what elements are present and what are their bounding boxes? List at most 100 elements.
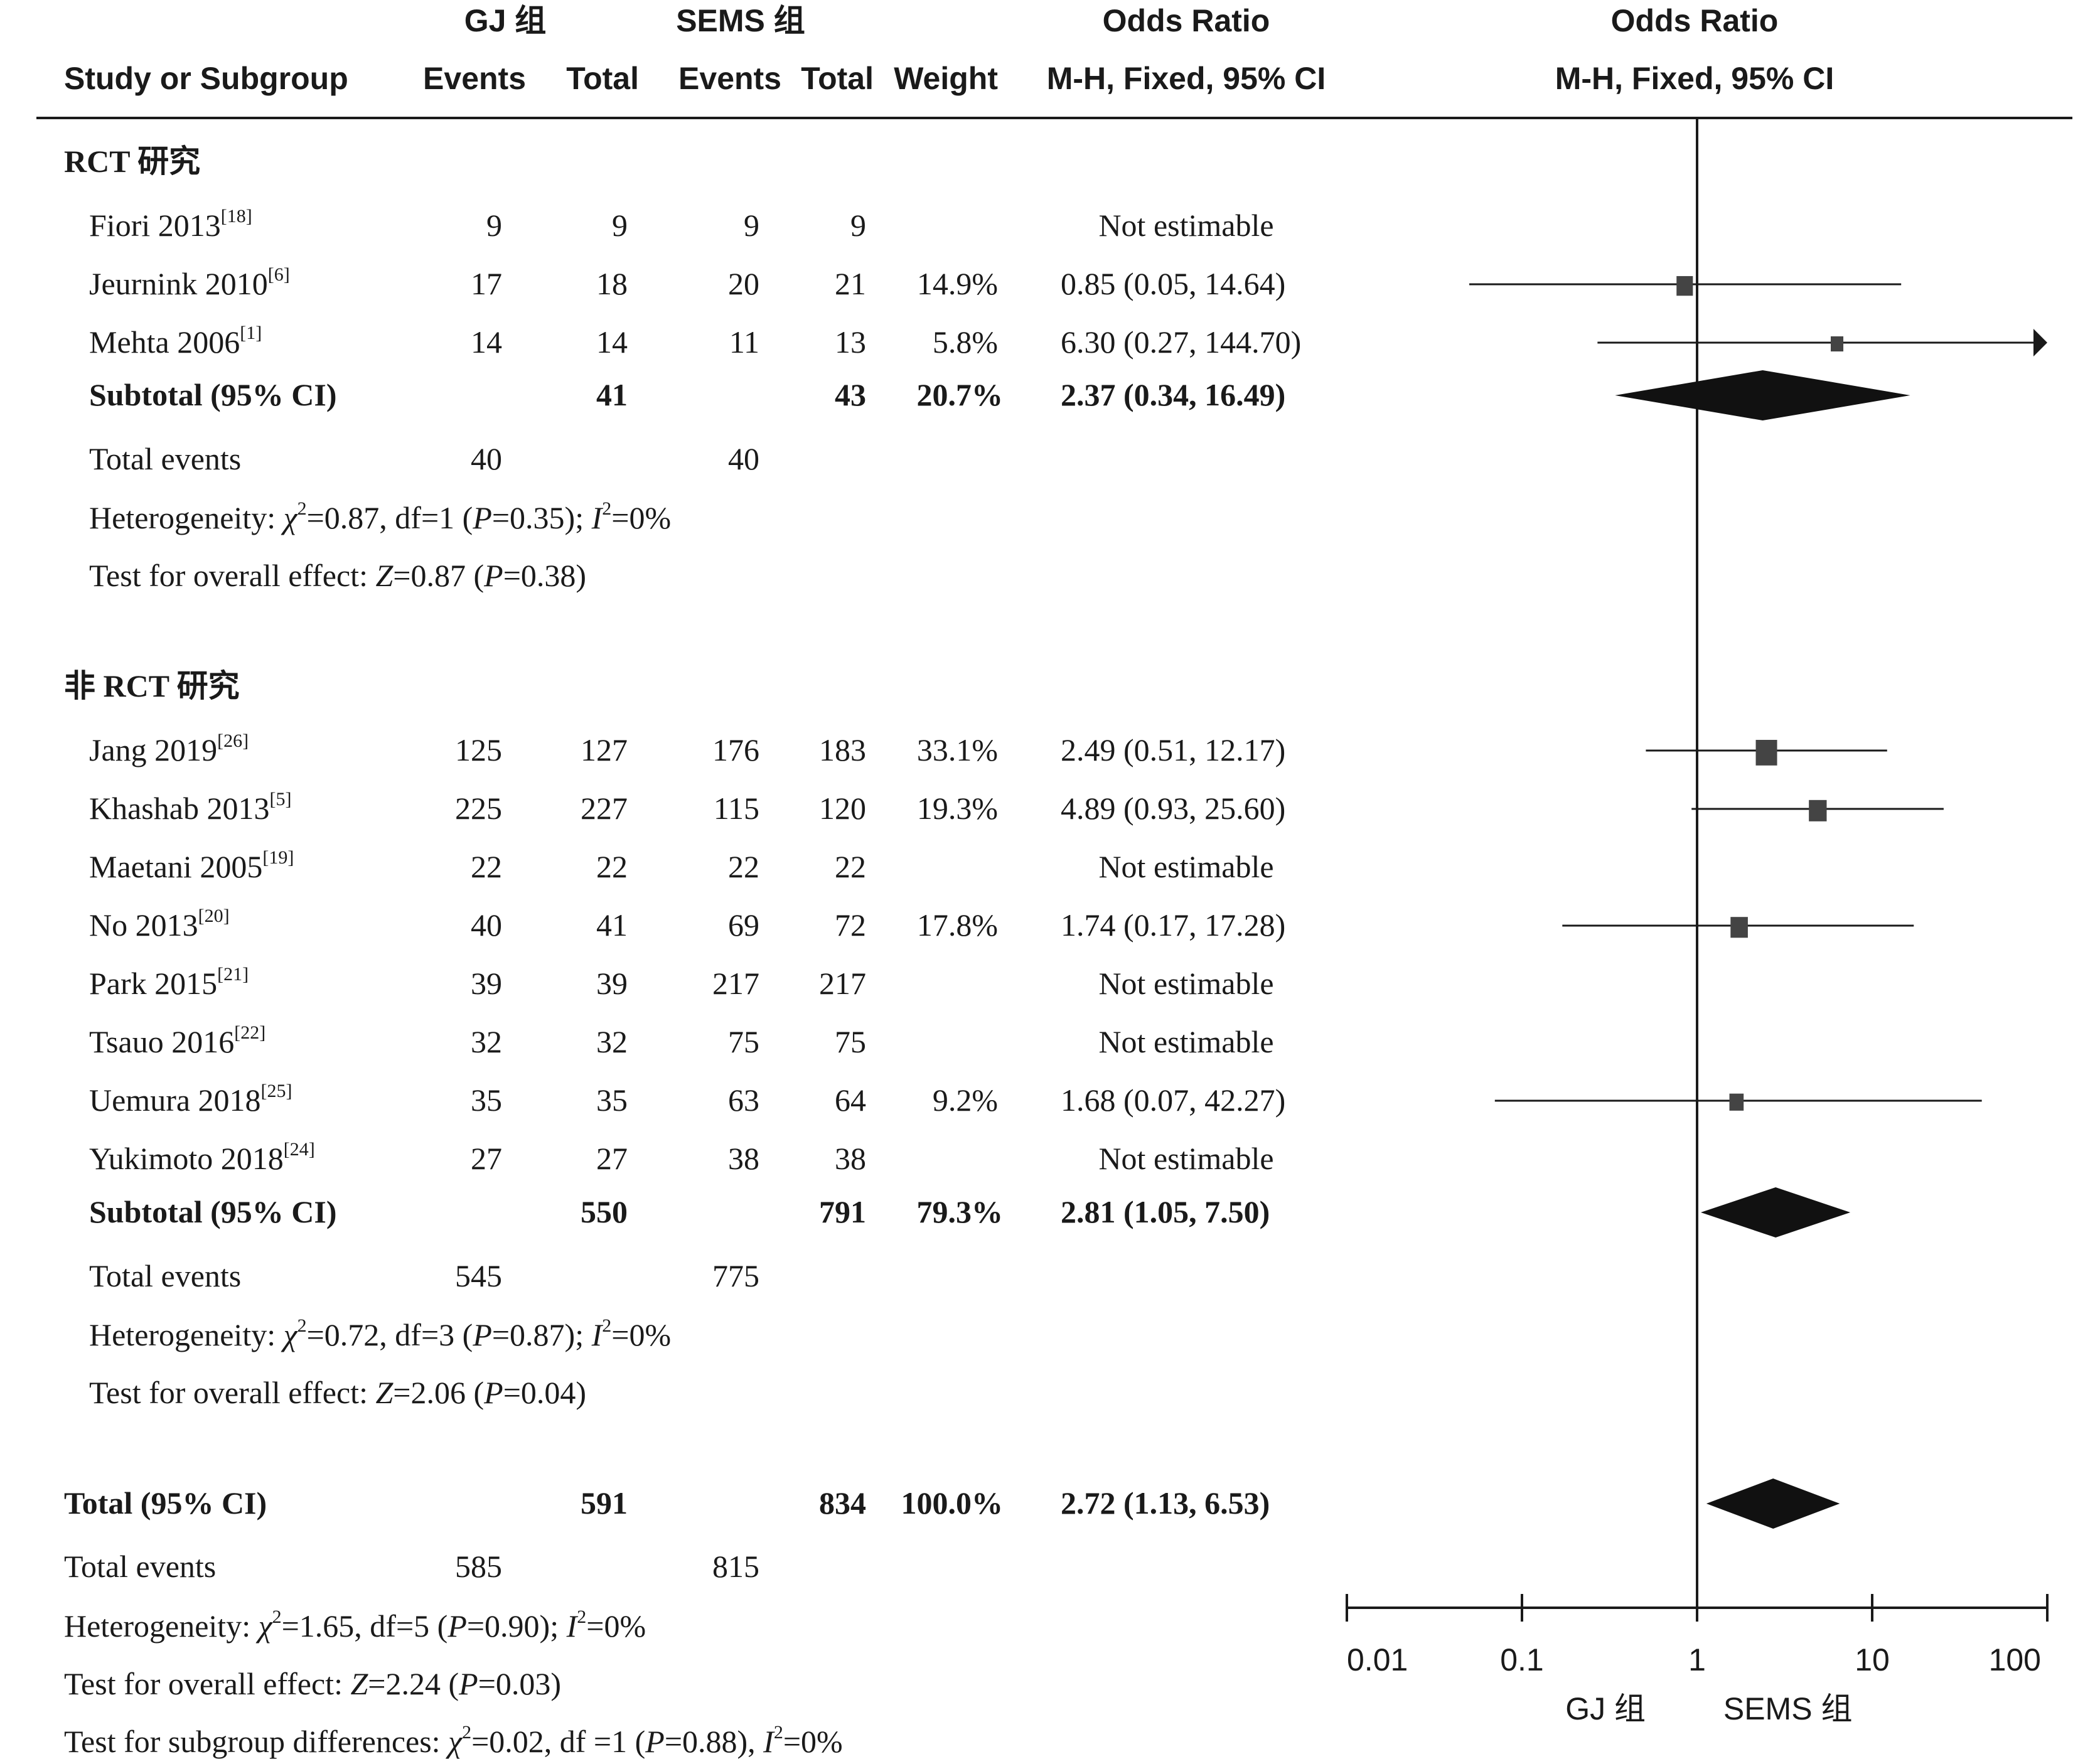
study-column-header: Study or Subgroup bbox=[64, 61, 348, 96]
total2-cell: 72 bbox=[835, 907, 866, 943]
events1-cell: 40 bbox=[471, 441, 502, 476]
events1-header: Events bbox=[423, 61, 526, 96]
weight-cell: 19.3% bbox=[916, 791, 998, 826]
events1-cell: 545 bbox=[455, 1258, 502, 1293]
study-name: Jeurnink 2010 bbox=[89, 266, 268, 301]
x-tick-label: 10 bbox=[1855, 1642, 1890, 1677]
weight-cell: 9.2% bbox=[932, 1083, 998, 1118]
events2-cell: 63 bbox=[728, 1083, 759, 1118]
total1-cell: 18 bbox=[596, 266, 628, 301]
study-ref: [20] bbox=[198, 905, 230, 926]
total1-cell: 227 bbox=[581, 791, 628, 826]
events1-cell: 14 bbox=[471, 324, 502, 360]
events2-cell: 38 bbox=[728, 1141, 759, 1176]
weight-cell: 17.8% bbox=[916, 907, 998, 943]
total1-cell: 32 bbox=[596, 1024, 628, 1059]
events1-cell: 585 bbox=[455, 1549, 502, 1584]
or-cell: 2.37 (0.34, 16.49) bbox=[1061, 377, 1286, 412]
ci-arrow bbox=[2033, 329, 2047, 356]
total1-cell: 550 bbox=[581, 1194, 628, 1229]
study-name: Khashab 2013 bbox=[89, 791, 270, 826]
total1-cell: 591 bbox=[581, 1485, 628, 1521]
point-estimate bbox=[1809, 799, 1827, 821]
total2-cell: 75 bbox=[835, 1024, 866, 1059]
study-ref: [26] bbox=[217, 730, 249, 751]
study-ref: [6] bbox=[267, 264, 290, 285]
events1-cell: 39 bbox=[471, 966, 502, 1001]
plot-method-header: M-H, Fixed, 95% CI bbox=[1555, 61, 1835, 96]
or-cell: 2.49 (0.51, 12.17) bbox=[1061, 732, 1286, 767]
study-name: Tsauo 2016 bbox=[89, 1024, 235, 1059]
subtotal-label: Subtotal (95% CI) bbox=[89, 377, 337, 412]
total2-cell: 38 bbox=[835, 1141, 866, 1176]
subgroup-differences-text: Test for subgroup differences: χ2=0.02, … bbox=[64, 1721, 843, 1759]
subgroup-label: 非 RCT 研究 bbox=[64, 668, 240, 703]
total1-cell: 27 bbox=[596, 1141, 628, 1176]
total2-header: Total bbox=[801, 61, 874, 96]
total2-cell: 43 bbox=[835, 377, 866, 412]
total2-cell: 22 bbox=[835, 849, 866, 884]
events1-cell: 35 bbox=[471, 1083, 502, 1118]
total2-cell: 13 bbox=[835, 324, 866, 360]
or-cell: Not estimable bbox=[1098, 1141, 1274, 1176]
point-estimate bbox=[1676, 275, 1693, 296]
events2-cell: 11 bbox=[729, 324, 759, 360]
or-cell: 1.68 (0.07, 42.27) bbox=[1061, 1083, 1286, 1118]
or-cell: 4.89 (0.93, 25.60) bbox=[1061, 791, 1286, 826]
point-estimate bbox=[1830, 336, 1844, 352]
study-ref: [25] bbox=[260, 1080, 292, 1101]
or-method-header: M-H, Fixed, 95% CI bbox=[1046, 61, 1326, 96]
or-cell: Not estimable bbox=[1098, 1024, 1274, 1059]
pooled-diamond bbox=[1615, 370, 1910, 420]
events1-cell: 27 bbox=[471, 1141, 502, 1176]
events1-cell: 9 bbox=[486, 208, 502, 243]
weight-cell: 79.3% bbox=[916, 1194, 1004, 1229]
total1-cell: 9 bbox=[612, 208, 628, 243]
header-rule bbox=[36, 117, 2072, 119]
study-ref: [5] bbox=[269, 788, 292, 810]
events2-cell: 75 bbox=[728, 1024, 759, 1059]
or-cell: Not estimable bbox=[1098, 208, 1274, 243]
total2-cell: 9 bbox=[850, 208, 866, 243]
weight-cell: 33.1% bbox=[916, 732, 998, 767]
or-cell: 2.81 (1.05, 7.50) bbox=[1061, 1194, 1270, 1229]
point-estimate bbox=[1730, 917, 1748, 938]
or-cell: 1.74 (0.17, 17.28) bbox=[1061, 907, 1286, 943]
x-tick-label: 0.1 bbox=[1500, 1642, 1544, 1677]
study-ref: [19] bbox=[262, 847, 294, 868]
heterogeneity-text: Heterogeneity: χ2=0.72, df=3 (P=0.87); I… bbox=[89, 1315, 672, 1352]
heterogeneity-text: Heterogeneity: χ2=0.87, df=1 (P=0.35); I… bbox=[89, 498, 672, 535]
weight-cell: 100.0% bbox=[901, 1485, 1004, 1521]
total1-cell: 22 bbox=[596, 849, 628, 884]
weight-header: Weight bbox=[894, 61, 998, 96]
point-estimate bbox=[1755, 740, 1777, 766]
events2-header: Events bbox=[678, 61, 781, 96]
events1-cell: 125 bbox=[455, 732, 502, 767]
events1-cell: 32 bbox=[471, 1024, 502, 1059]
total-label: Total (95% CI) bbox=[64, 1485, 267, 1521]
study-name: Maetani 2005 bbox=[89, 849, 263, 884]
study-name: Yukimoto 2018 bbox=[89, 1141, 284, 1176]
subtotal-label: Subtotal (95% CI) bbox=[89, 1194, 337, 1229]
or-cell: Not estimable bbox=[1098, 849, 1274, 884]
study-ref: [1] bbox=[240, 322, 262, 343]
pooled-diamond bbox=[1700, 1187, 1851, 1238]
events1-cell: 22 bbox=[471, 849, 502, 884]
total-events-label: Total events bbox=[64, 1549, 217, 1584]
study-name: Uemura 2018 bbox=[89, 1083, 261, 1118]
total2-cell: 217 bbox=[819, 966, 866, 1001]
total1-cell: 35 bbox=[596, 1083, 628, 1118]
study-name: No 2013 bbox=[89, 907, 198, 943]
pooled-diamond bbox=[1706, 1478, 1840, 1529]
total2-cell: 791 bbox=[819, 1194, 866, 1229]
study-name: Fiori 2013 bbox=[89, 208, 221, 243]
point-estimate bbox=[1729, 1093, 1744, 1111]
total2-cell: 64 bbox=[835, 1083, 866, 1118]
events2-cell: 176 bbox=[712, 732, 759, 767]
heterogeneity-text: Heterogeneity: χ2=1.65, df=5 (P=0.90); I… bbox=[64, 1606, 646, 1644]
x-tick-label: 100 bbox=[1989, 1642, 2041, 1677]
study-ref: [22] bbox=[234, 1022, 266, 1043]
events2-cell: 20 bbox=[728, 266, 759, 301]
